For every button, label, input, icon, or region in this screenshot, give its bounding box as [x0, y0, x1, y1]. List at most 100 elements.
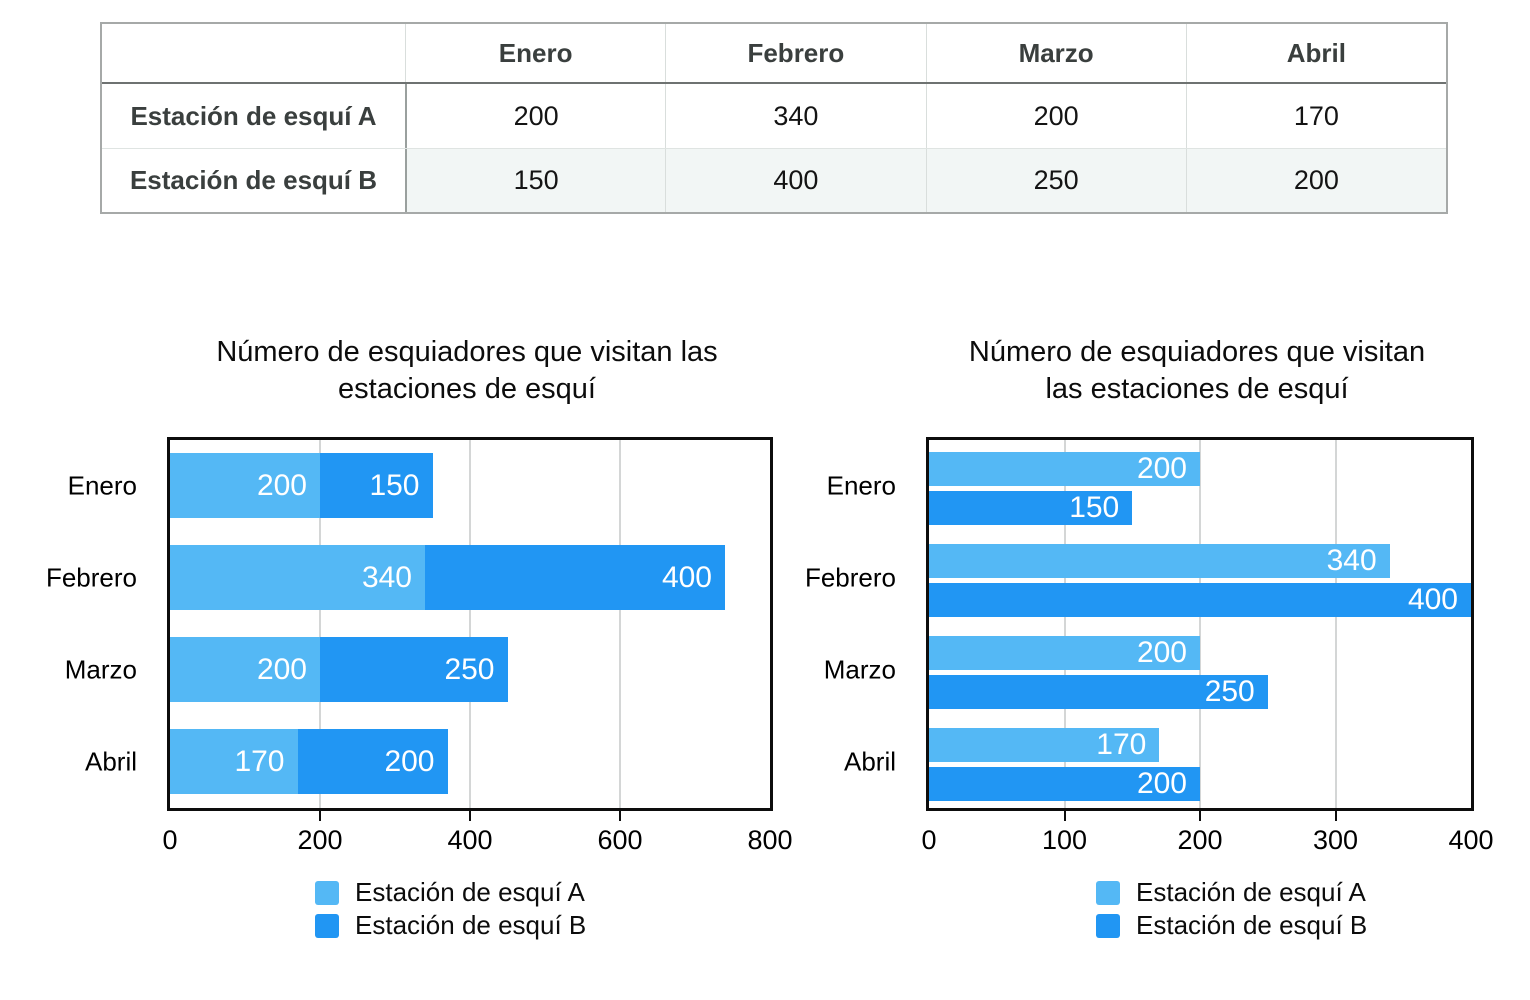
- legend-swatch-a: [315, 880, 339, 905]
- table-cell: 170: [1185, 84, 1446, 148]
- category-label: Marzo: [823, 654, 896, 685]
- bar-value-label: 170: [1096, 728, 1147, 761]
- gridline: [1199, 440, 1201, 808]
- legend-item-station-a: Estación de esquí A: [315, 876, 586, 909]
- bar-segment: 250: [320, 637, 508, 702]
- table-row: Estación de esquí B 150 400 250 200: [102, 148, 1446, 212]
- bar: 200: [929, 636, 1200, 670]
- bar-segment: 200: [170, 453, 320, 518]
- grouped-bar-plot-area: 0 100 200 300 400 Enero 200 150 Febrero 340 400 Mar…: [805, 437, 1494, 855]
- x-tick-label: 400: [447, 825, 493, 855]
- category-label: Abril: [843, 746, 896, 777]
- bar-segment: 200: [170, 637, 320, 702]
- bar: 150: [929, 491, 1133, 525]
- bar-value-label: 400: [661, 560, 712, 594]
- bar-value-label: 400: [1407, 583, 1458, 616]
- title-line: Número de esquiadores que visitan las: [216, 336, 718, 368]
- data-table: Enero Febrero Marzo Abril Estación de es…: [100, 22, 1448, 214]
- x-tick-label: 400: [1448, 825, 1494, 855]
- axis-tick: [619, 811, 621, 821]
- legend-item-station-b: Estación de esquí B: [315, 909, 586, 942]
- category-label: Febrero: [45, 562, 137, 593]
- table-header-enero: Enero: [405, 24, 665, 82]
- table-cell: 250: [925, 149, 1186, 212]
- table-cell: 400: [665, 149, 926, 212]
- bar-value-label: 200: [384, 744, 435, 778]
- table-corner-cell: [102, 24, 405, 82]
- legend-swatch-b: [1096, 913, 1120, 938]
- table-cell: 200: [1185, 149, 1446, 212]
- bar-segment: 200: [297, 729, 448, 794]
- legend-label: Estación de esquí B: [1136, 910, 1368, 940]
- axis-tick: [1063, 811, 1066, 821]
- x-tick-label: 800: [747, 825, 793, 855]
- category-label: Abril: [84, 746, 137, 777]
- gridline: [319, 440, 321, 808]
- axis-tick: [319, 811, 321, 821]
- legend-label: Estación de esquí A: [355, 877, 585, 907]
- bar-value-label: 200: [1136, 452, 1187, 485]
- bar: 200: [929, 767, 1200, 801]
- legend: Estación de esquí A Estación de esquí B: [315, 876, 586, 942]
- axis-tick: [469, 811, 471, 821]
- x-tick-label: 0: [921, 825, 937, 855]
- x-tick-label: 300: [1312, 825, 1359, 855]
- stacked-chart-title: Número de esquiadores que visitan las es…: [135, 334, 799, 408]
- x-tick-label: 200: [1177, 825, 1223, 855]
- bar-value-label: 340: [1326, 544, 1377, 577]
- x-tick-label: 200: [297, 825, 343, 855]
- title-line: las estaciones de esquí: [1045, 373, 1349, 405]
- table-header-febrero: Febrero: [665, 24, 925, 82]
- bar: 170: [929, 728, 1160, 762]
- bar-value-label: 250: [444, 652, 495, 686]
- bar-segment: 400: [425, 545, 725, 610]
- stacked-bar-plot-area: 0 200 400 600 800 Enero 200 150 Febrero 340 400 Mar…: [46, 437, 793, 855]
- gridline: [1334, 440, 1337, 808]
- legend-label: Estación de esquí B: [355, 910, 587, 940]
- legend-item-station-b: Estación de esquí B: [1096, 909, 1367, 942]
- gridline: [469, 440, 471, 808]
- table-row: Estación de esquí A 200 340 200 170: [102, 84, 1446, 148]
- bar-value-label: 200: [1136, 767, 1187, 800]
- table-cell: 200: [925, 84, 1186, 148]
- bar: 400: [929, 583, 1471, 617]
- bar-value-label: 200: [256, 468, 307, 502]
- bar-value-label: 200: [256, 652, 307, 686]
- bar-segment: 170: [170, 729, 298, 794]
- bar: 200: [929, 452, 1200, 486]
- bar-value-label: 200: [1136, 636, 1187, 669]
- x-tick-label: 600: [597, 825, 643, 855]
- table-header-abril: Abril: [1185, 24, 1446, 82]
- row-label-station-b: Estación de esquí B: [129, 165, 378, 195]
- category-label: Enero: [67, 470, 137, 501]
- row-label-station-a: Estación de esquí A: [130, 100, 377, 131]
- legend: Estación de esquí A Estación de esquí B: [1096, 876, 1367, 942]
- bar-value-label: 340: [361, 560, 412, 594]
- bar-value-label: 150: [369, 468, 420, 502]
- bar: 340: [929, 544, 1390, 578]
- table-cell: 200: [405, 84, 665, 148]
- table-header-row: Enero Febrero Marzo Abril: [102, 24, 1446, 84]
- axis-tick: [1199, 811, 1201, 821]
- bar: 250: [929, 675, 1268, 709]
- category-label: Marzo: [64, 654, 137, 685]
- table-cell: 340: [665, 84, 925, 148]
- legend-swatch-b: [315, 913, 339, 938]
- grouped-chart-title: Número de esquiadores que visitan las es…: [881, 334, 1513, 408]
- bar-segment: 150: [320, 453, 433, 518]
- bar-segment: 340: [170, 545, 425, 610]
- legend-label: Estación de esquí A: [1136, 877, 1366, 907]
- gridline: [1063, 440, 1066, 808]
- category-label: Febrero: [804, 562, 896, 593]
- table-cell: 150: [405, 149, 666, 212]
- table-header-marzo: Marzo: [925, 24, 1186, 82]
- title-line: estaciones de esquí: [338, 373, 596, 405]
- axis-tick: [1334, 811, 1337, 821]
- bar-value-label: 250: [1204, 675, 1255, 708]
- legend-item-station-a: Estación de esquí A: [1096, 876, 1367, 909]
- bar-value-label: 170: [234, 744, 285, 778]
- legend-swatch-a: [1096, 880, 1120, 905]
- gridline: [619, 440, 621, 808]
- x-tick-label: 100: [1041, 825, 1088, 855]
